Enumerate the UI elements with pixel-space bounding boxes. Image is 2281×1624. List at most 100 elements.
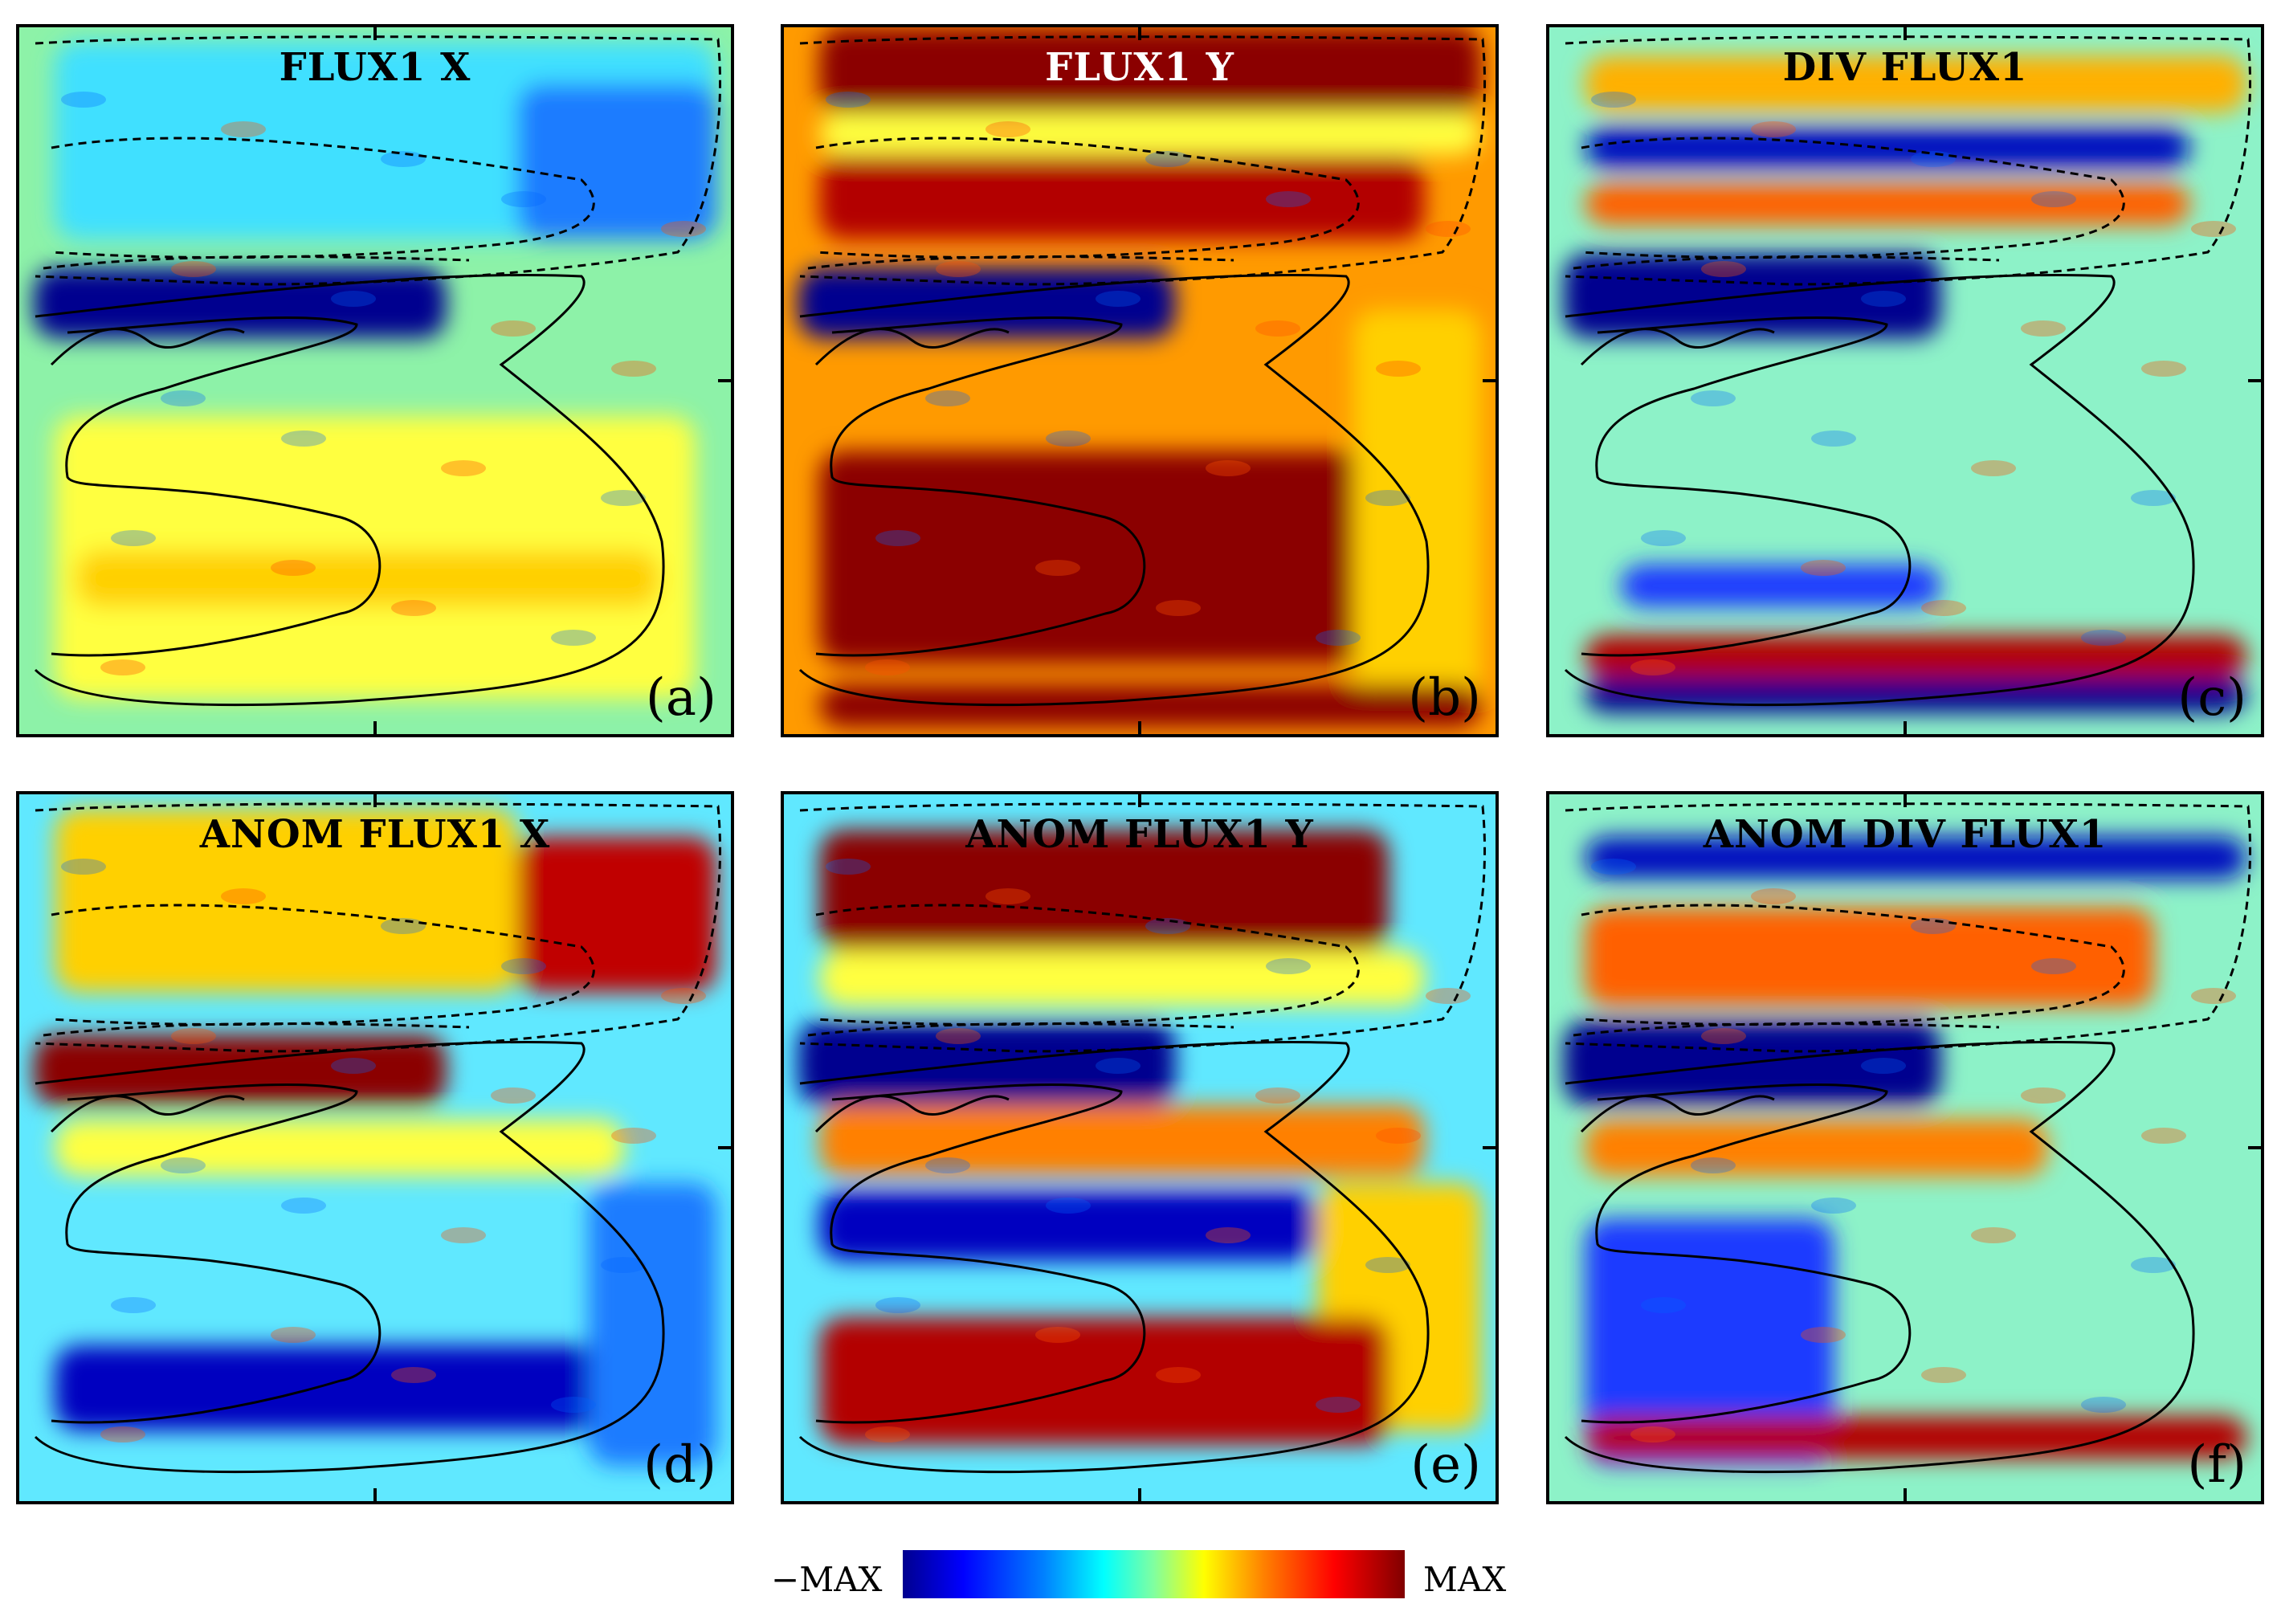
field-blob bbox=[819, 451, 1389, 663]
contour-dashed bbox=[43, 1022, 470, 1037]
field-speckle bbox=[2021, 320, 2066, 337]
panel-e: ANOM FLUX1 Y (e) bbox=[781, 791, 1499, 1504]
field-speckle bbox=[111, 1297, 156, 1313]
field-speckle bbox=[331, 1058, 376, 1074]
field-speckle bbox=[551, 630, 596, 646]
field-speckle bbox=[281, 430, 326, 447]
axis-tick bbox=[2248, 379, 2261, 382]
field-speckle bbox=[2141, 1128, 2186, 1144]
field-speckle bbox=[161, 390, 206, 406]
field-speckle bbox=[1921, 1367, 1966, 1383]
contour-dashed bbox=[807, 255, 1234, 270]
field-speckle bbox=[491, 1087, 536, 1104]
contour-dashed bbox=[1573, 255, 2000, 270]
axis-tick bbox=[1904, 27, 1907, 40]
colorbar: −MAX MAX bbox=[0, 1550, 2281, 1606]
panel-label: (e) bbox=[1410, 1435, 1481, 1495]
axis-tick bbox=[373, 1488, 377, 1501]
panel-c: DIV FLUX1 (c) bbox=[1546, 24, 2264, 737]
field-speckle bbox=[271, 1327, 316, 1343]
field-speckle bbox=[2081, 1397, 2126, 1413]
field-speckle bbox=[1046, 1198, 1091, 1214]
field-speckle bbox=[925, 390, 970, 406]
field-speckle bbox=[1266, 958, 1311, 974]
field-speckle bbox=[491, 320, 536, 337]
panel-title: ANOM FLUX1 X bbox=[199, 812, 551, 857]
field-speckle bbox=[925, 1157, 970, 1173]
axis-tick bbox=[1138, 27, 1141, 40]
axis-tick bbox=[1138, 1488, 1141, 1501]
contour-solid bbox=[1581, 316, 1912, 657]
field-speckle bbox=[1801, 1327, 1846, 1343]
field-speckle bbox=[661, 988, 706, 1004]
field-speckle bbox=[441, 1227, 486, 1243]
contour-solid bbox=[34, 273, 665, 707]
field-speckle bbox=[2031, 191, 2076, 207]
panel-title: ANOM FLUX1 Y bbox=[965, 812, 1314, 857]
field-speckle bbox=[331, 291, 376, 307]
field-speckle bbox=[2131, 490, 2176, 506]
field-speckle bbox=[551, 1397, 596, 1413]
contour-solid bbox=[815, 316, 1146, 657]
field-speckle bbox=[1376, 1128, 1421, 1144]
panel-title: FLUX1 X bbox=[279, 45, 471, 90]
contour-dashed bbox=[807, 1022, 1234, 1037]
panel-title: FLUX1 Y bbox=[1045, 45, 1234, 90]
field-map bbox=[1549, 794, 2261, 1501]
contour-solid bbox=[1564, 1040, 2195, 1474]
field-speckle bbox=[1591, 92, 1636, 108]
panel-label: (b) bbox=[1408, 668, 1481, 728]
field-speckle bbox=[2131, 1257, 2176, 1273]
field-blob bbox=[819, 1105, 1425, 1177]
contour-solid bbox=[815, 1083, 1146, 1424]
field-speckle bbox=[111, 530, 156, 546]
field-speckle bbox=[985, 888, 1030, 904]
field-speckle bbox=[1156, 600, 1201, 616]
field-speckle bbox=[1591, 859, 1636, 875]
field-blob bbox=[1585, 182, 2190, 226]
field-speckle bbox=[501, 191, 546, 207]
colorbar-gradient bbox=[903, 1550, 1405, 1598]
field-speckle bbox=[1376, 361, 1421, 377]
field-speckle bbox=[1641, 1297, 1686, 1313]
field-speckle bbox=[1691, 390, 1736, 406]
contour-dashed bbox=[815, 904, 1360, 1026]
field-blob bbox=[819, 684, 1482, 728]
field-speckle bbox=[1206, 1227, 1251, 1243]
field-speckle bbox=[1426, 221, 1471, 237]
field-speckle bbox=[1971, 1227, 2016, 1243]
contour-dashed bbox=[1581, 904, 2125, 1026]
panel-d: ANOM FLUX1 X (d) bbox=[16, 791, 734, 1504]
field-blob bbox=[55, 808, 518, 993]
contour-solid bbox=[51, 316, 382, 657]
contour-dashed bbox=[815, 137, 1360, 259]
contour-solid bbox=[1581, 1083, 1912, 1424]
field-blob bbox=[55, 1119, 625, 1177]
field-speckle bbox=[221, 121, 266, 137]
field-speckle bbox=[1266, 191, 1311, 207]
field-speckle bbox=[1811, 1198, 1856, 1214]
field-blob bbox=[1585, 1416, 2247, 1459]
field-speckle bbox=[611, 361, 656, 377]
panel-label: (a) bbox=[645, 668, 716, 728]
field-speckle bbox=[441, 460, 486, 476]
field-speckle bbox=[1096, 1058, 1140, 1074]
axis-tick bbox=[2248, 1146, 2261, 1149]
field-blob bbox=[819, 1189, 1318, 1261]
panel-label: (d) bbox=[643, 1435, 716, 1495]
field-speckle bbox=[1365, 1257, 1410, 1273]
field-speckle bbox=[1096, 291, 1140, 307]
panel-label: (f) bbox=[2187, 1435, 2246, 1495]
field-blob bbox=[1353, 310, 1482, 699]
contour-solid bbox=[51, 1083, 382, 1424]
axis-tick bbox=[1138, 721, 1141, 734]
field-speckle bbox=[1316, 630, 1361, 646]
axis-tick bbox=[373, 721, 377, 734]
field-speckle bbox=[1701, 261, 1746, 277]
axis-tick bbox=[1483, 379, 1496, 382]
field-blob bbox=[819, 112, 1482, 155]
field-speckle bbox=[161, 1157, 206, 1173]
contour-solid bbox=[1580, 328, 1775, 366]
field-map bbox=[1549, 27, 2261, 734]
field-speckle bbox=[936, 261, 981, 277]
